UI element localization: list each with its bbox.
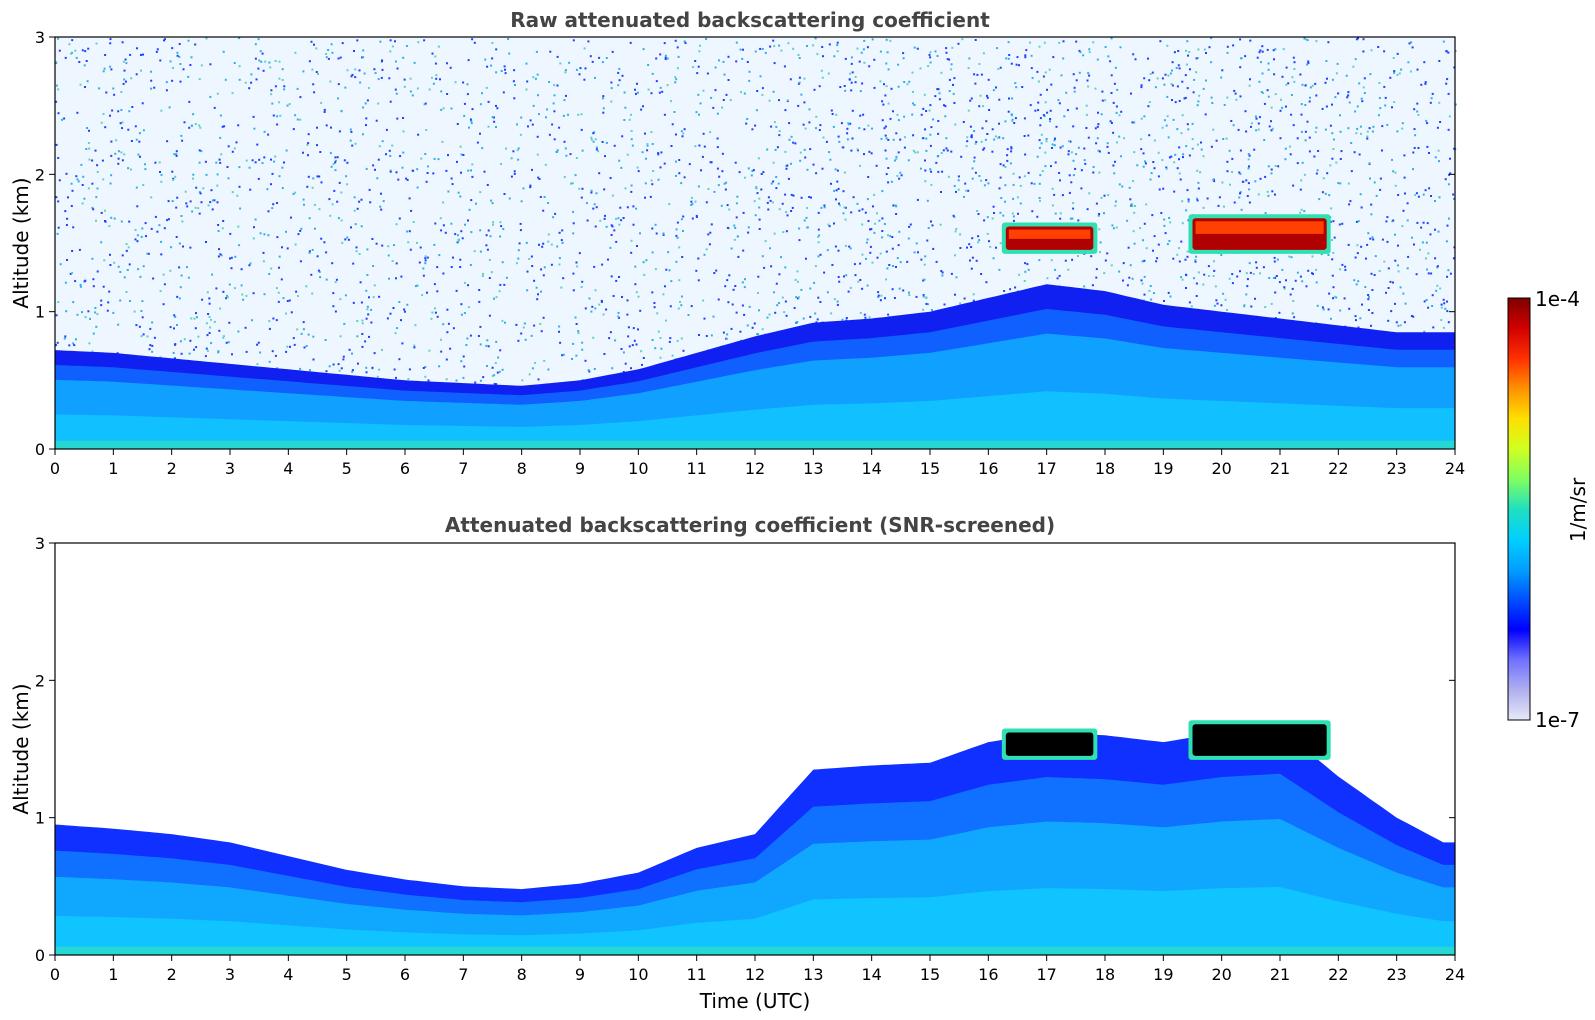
- y-tick-label: 2: [35, 671, 45, 690]
- x-tick-label: 14: [861, 965, 881, 984]
- y-tick-label: 0: [35, 946, 45, 965]
- chart-title-screened: Attenuated backscattering coefficient (S…: [445, 513, 1055, 537]
- x-tick-label: 2: [167, 459, 177, 478]
- x-ticks-screened: 0 1 2 3 4 5 6 7 8 9 10 11 12 13 14 15 16 17 18 19 20 21 22 23 24: [50, 955, 1465, 984]
- x-tick-label: 4: [283, 965, 293, 984]
- x-tick-label: 0: [50, 459, 60, 478]
- x-tick-label: 21: [1270, 459, 1290, 478]
- x-tick-label: 2: [167, 965, 177, 984]
- colorbar-min-label: 1e-7: [1535, 708, 1580, 732]
- x-tick-label: 6: [400, 459, 410, 478]
- x-ticks-raw: 0 1 2 3 4 5 6 7 8 9 10 11 12 13 14 15 16 17 18 19 20 21 22 23 24: [50, 449, 1465, 478]
- panel-raw: Raw attenuated backscattering coefficien…: [9, 8, 1465, 478]
- noise-speckle: [55, 37, 1457, 386]
- x-tick-label: 24: [1445, 965, 1465, 984]
- x-tick-label: 0: [50, 965, 60, 984]
- x-tick-label: 10: [628, 459, 648, 478]
- y-ticks-screened: 0 1 2 3: [35, 534, 1455, 965]
- x-tick-label: 9: [575, 965, 585, 984]
- x-tick-label: 22: [1328, 459, 1348, 478]
- x-tick-label: 1: [108, 965, 118, 984]
- x-tick-label: 3: [225, 459, 235, 478]
- y-tick-label: 1: [35, 303, 45, 322]
- x-axis-label: Time (UTC): [699, 989, 811, 1013]
- y-axis-label-screened: Altitude (km): [9, 683, 33, 814]
- y-tick-label: 0: [35, 440, 45, 459]
- x-tick-label: 11: [686, 459, 706, 478]
- x-tick-label: 13: [803, 965, 823, 984]
- signal-band-3: [55, 391, 1455, 449]
- y-axis-label-raw: Altitude (km): [9, 177, 33, 308]
- x-tick-label: 5: [342, 459, 352, 478]
- x-tick-label: 3: [225, 965, 235, 984]
- x-tick-label: 18: [1095, 965, 1115, 984]
- x-tick-label: 23: [1386, 965, 1406, 984]
- colorbar-bar: [1507, 297, 1531, 721]
- x-tick-label: 22: [1328, 965, 1348, 984]
- chart-title-raw: Raw attenuated backscattering coefficien…: [510, 8, 990, 32]
- x-tick-label: 11: [686, 965, 706, 984]
- x-tick-label: 20: [1211, 965, 1231, 984]
- x-tick-label: 23: [1386, 459, 1406, 478]
- x-tick-label: 10: [628, 965, 648, 984]
- x-tick-label: 9: [575, 459, 585, 478]
- y-tick-label: 2: [35, 165, 45, 184]
- x-tick-label: 15: [920, 459, 940, 478]
- x-tick-label: 8: [517, 965, 527, 984]
- x-tick-label: 4: [283, 459, 293, 478]
- x-tick-label: 18: [1095, 459, 1115, 478]
- x-tick-label: 1: [108, 459, 118, 478]
- x-tick-label: 21: [1270, 965, 1290, 984]
- x-tick-label: 13: [803, 459, 823, 478]
- signal-band-3: [55, 887, 1455, 955]
- x-tick-label: 6: [400, 965, 410, 984]
- y-ticks-raw: 0 1 2 3: [35, 28, 1455, 459]
- y-tick-label: 3: [35, 534, 45, 553]
- x-tick-label: 15: [920, 965, 940, 984]
- x-tick-label: 19: [1153, 459, 1173, 478]
- x-tick-label: 14: [861, 459, 881, 478]
- colorbar: 1e-4 1e-7 1/m/sr: [1507, 287, 1590, 732]
- cloud-core-0: [1008, 229, 1091, 239]
- x-tick-label: 8: [517, 459, 527, 478]
- cloud-layer-0: [1005, 732, 1094, 756]
- surface-layer: [55, 946, 1455, 955]
- x-tick-label: 12: [745, 965, 765, 984]
- y-tick-label: 3: [35, 28, 45, 47]
- x-tick-label: 17: [1036, 965, 1056, 984]
- x-tick-label: 12: [745, 459, 765, 478]
- x-tick-label: 17: [1036, 459, 1056, 478]
- y-tick-label: 1: [35, 809, 45, 828]
- cloud-layer-1: [1192, 724, 1327, 756]
- panel-screened: Attenuated backscattering coefficient (S…: [9, 513, 1465, 1013]
- x-tick-label: 16: [978, 459, 998, 478]
- x-tick-label: 20: [1211, 459, 1231, 478]
- colorbar-unit-label: 1/m/sr: [1566, 477, 1590, 542]
- x-tick-label: 16: [978, 965, 998, 984]
- cloud-core-1: [1195, 221, 1324, 234]
- x-tick-label: 24: [1445, 459, 1465, 478]
- x-tick-label: 7: [458, 459, 468, 478]
- surface-layer: [55, 440, 1455, 449]
- plot-area-raw: [55, 37, 1457, 449]
- x-tick-label: 7: [458, 965, 468, 984]
- x-tick-label: 19: [1153, 965, 1173, 984]
- plot-area-screened: [55, 720, 1455, 955]
- x-tick-label: 5: [342, 965, 352, 984]
- colorbar-max-label: 1e-4: [1535, 287, 1580, 311]
